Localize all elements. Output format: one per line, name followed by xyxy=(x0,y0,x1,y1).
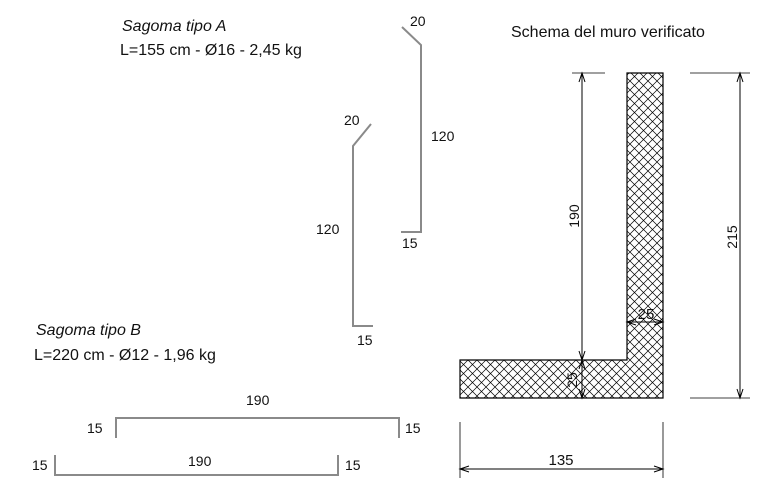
shape-b-spec: L=220 cm - Ø12 - 1,96 kg xyxy=(34,347,216,364)
shape-a-left-vertical-label: 120 xyxy=(316,221,340,237)
shape-a-right-vertical-label: 120 xyxy=(431,128,455,144)
wall-title: Schema del muro verificato xyxy=(511,24,705,41)
shape-b-bar-upper xyxy=(115,417,400,438)
base-width-arrow-left xyxy=(458,465,470,473)
shape-b-upper-length-label: 190 xyxy=(246,392,270,408)
base-width-label: 135 xyxy=(548,452,573,469)
shape-b-lower-leg-right-label: 15 xyxy=(345,457,361,473)
base-thickness-arrow-top xyxy=(578,358,586,370)
total-height-arrow-top xyxy=(736,71,744,83)
shape-a-bar-left xyxy=(352,123,373,327)
stem-thickness-label: 25 xyxy=(638,306,655,323)
base-thickness-arrow-bottom xyxy=(578,388,586,400)
shape-a-title: Sagoma tipo A xyxy=(122,18,226,35)
stem-thickness-arrow-left xyxy=(625,318,637,326)
shape-a-foot-right-label: 15 xyxy=(402,235,418,251)
shape-b-bar-lower xyxy=(54,455,339,476)
shape-b-upper-leg-left-label: 15 xyxy=(87,420,103,436)
base-width-arrow-right xyxy=(653,465,665,473)
shape-a-foot-left-label: 15 xyxy=(357,332,373,348)
wall-section xyxy=(459,72,664,399)
stem-height-label: 190 xyxy=(566,204,582,228)
shape-a-bar-right xyxy=(401,26,422,233)
shape-b-title: Sagoma tipo B xyxy=(36,322,141,339)
shape-a-hook-top-label: 20 xyxy=(410,13,426,29)
stem-thickness-arrow-right xyxy=(653,318,665,326)
base-thickness-label: 25 xyxy=(564,372,580,388)
shape-a-hook-left-label: 20 xyxy=(344,112,360,128)
shape-a-spec: L=155 cm - Ø16 - 2,45 kg xyxy=(120,42,302,59)
shape-b-upper-leg-right-label: 15 xyxy=(405,420,421,436)
stem-height-arrow-top xyxy=(578,71,586,83)
total-height-label: 215 xyxy=(724,225,740,249)
shape-b-lower-leg-left-label: 15 xyxy=(32,457,48,473)
shape-b-lower-length-label: 190 xyxy=(188,453,212,469)
total-height-arrow-bottom xyxy=(736,388,744,400)
